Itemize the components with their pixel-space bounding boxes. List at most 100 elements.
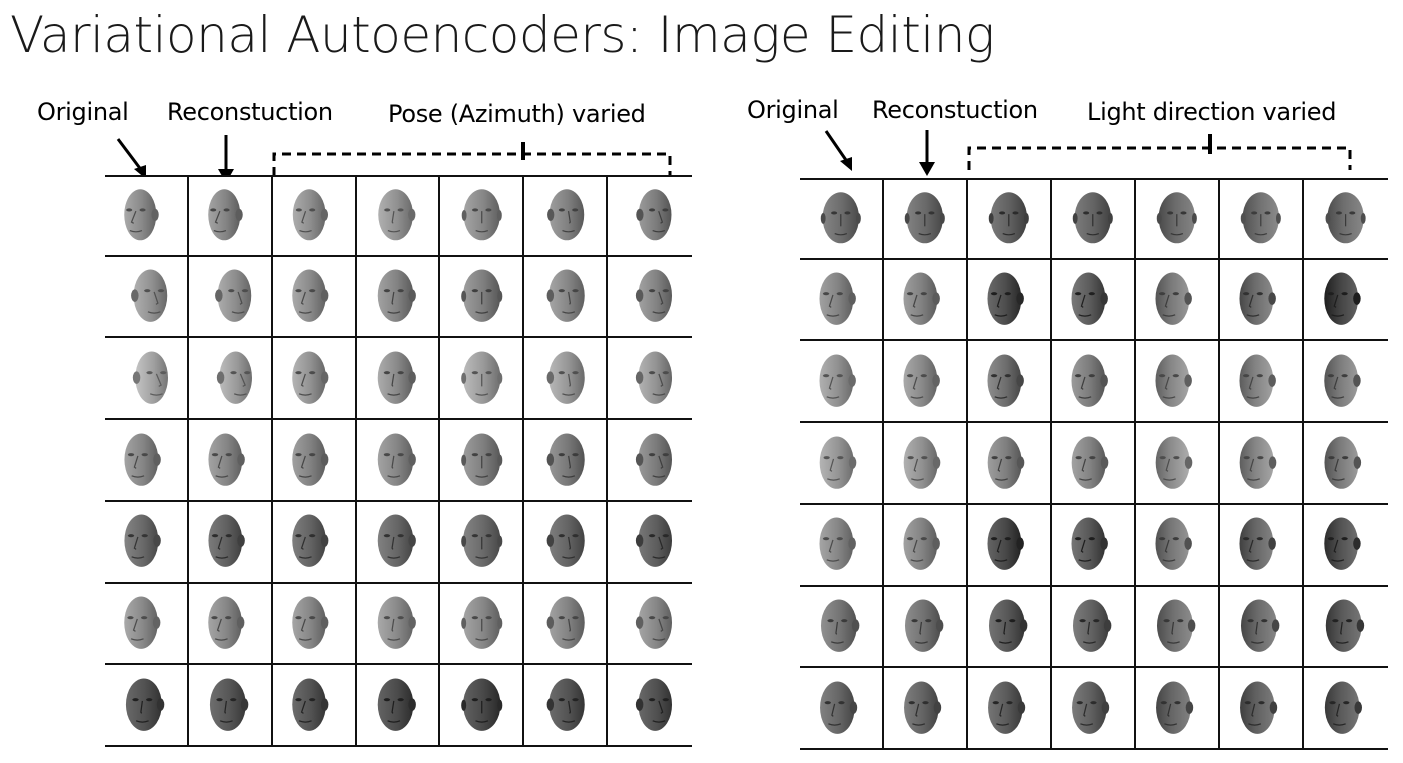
- pose-face-image-r1-c4: [377, 189, 416, 241]
- light-face-r5-c3: [968, 504, 1052, 587]
- left-label-original: Original: [37, 98, 129, 126]
- light-face-r2-c7: [1304, 259, 1388, 342]
- pose-face-r3-c6: [524, 338, 609, 421]
- pose-face-r3-c2: [188, 338, 273, 421]
- slide-title: Variational Autoencoders: Image Editing: [10, 6, 995, 64]
- light-face-image-r5-c4: [1071, 517, 1109, 571]
- pose-face-image-r7-c4: [377, 678, 416, 731]
- light-face-r6-c5: [1136, 586, 1220, 669]
- pose-face-image-r6-c3: [292, 596, 329, 649]
- light-face-r3-c3: [968, 341, 1052, 424]
- pose-face-image-r7-c3: [292, 678, 329, 731]
- pose-face-r7-c3: [272, 665, 357, 747]
- light-face-image-r4-c4: [1071, 436, 1109, 489]
- pose-face-r2-c2: [188, 256, 273, 339]
- light-face-image-r6-c3: [989, 599, 1028, 652]
- light-face-r6-c3: [968, 586, 1052, 669]
- light-face-image-r4-c7: [1324, 436, 1362, 489]
- pose-face-r2-c1: [105, 256, 189, 339]
- light-face-image-r2-c5: [1155, 272, 1193, 326]
- right-label-original: Original: [747, 96, 839, 124]
- light-face-image-r7-c7: [1325, 681, 1363, 734]
- pose-face-r7-c5: [440, 665, 525, 747]
- light-face-image-r7-c2: [904, 681, 942, 734]
- light-face-r2-c4: [1052, 259, 1136, 342]
- pose-face-image-r2-c3: [292, 269, 329, 323]
- pose-face-image-r4-c5: [460, 433, 502, 486]
- pose-face-r1-c4: [356, 175, 441, 257]
- pose-face-r3-c7: [608, 338, 692, 421]
- pose-face-r4-c3: [272, 420, 357, 502]
- pose-face-r3-c4: [356, 338, 441, 421]
- pose-face-r2-c3: [272, 256, 357, 339]
- pose-face-r7-c2: [188, 665, 273, 747]
- pose-face-image-r6-c2: [208, 596, 245, 649]
- light-face-image-r7-c6: [1240, 681, 1278, 734]
- pose-face-r1-c6: [524, 175, 609, 257]
- light-face-image-r1-c1: [820, 192, 862, 244]
- pose-face-image-r7-c7: [635, 678, 672, 731]
- pose-face-r4-c6: [524, 420, 609, 502]
- light-face-image-r3-c1: [819, 354, 857, 407]
- light-face-r5-c1: [800, 504, 884, 587]
- light-face-image-r1-c3: [988, 192, 1030, 244]
- light-face-image-r6-c6: [1241, 599, 1280, 652]
- light-face-image-r1-c5: [1156, 192, 1198, 244]
- light-face-image-r1-c4: [1072, 192, 1114, 244]
- light-face-r7-c1: [800, 668, 884, 750]
- pose-face-image-r1-c7: [635, 189, 672, 241]
- light-face-image-r4-c3: [987, 436, 1025, 489]
- light-face-r4-c5: [1136, 423, 1220, 505]
- light-face-image-r2-c3: [987, 272, 1025, 326]
- pose-face-image-r2-c5: [460, 269, 502, 323]
- pose-face-image-r1-c2: [208, 189, 243, 241]
- light-face-image-r3-c6: [1239, 354, 1277, 407]
- light-face-r1-c5: [1136, 178, 1220, 260]
- light-face-image-r3-c3: [987, 354, 1025, 407]
- left-bracket: [272, 142, 672, 176]
- right-bracket: [967, 134, 1352, 170]
- light-face-r1-c2: [884, 178, 968, 260]
- pose-face-r5-c3: [272, 501, 357, 584]
- pose-face-image-r5-c5: [460, 514, 502, 568]
- light-face-r3-c5: [1136, 341, 1220, 424]
- pose-face-r5-c7: [608, 501, 692, 584]
- light-face-r6-c1: [800, 586, 884, 669]
- light-face-r2-c3: [968, 259, 1052, 342]
- pose-face-r4-c5: [440, 420, 525, 502]
- light-face-r4-c7: [1304, 423, 1388, 505]
- light-face-r4-c2: [884, 423, 968, 505]
- pose-face-image-r4-c6: [547, 433, 586, 486]
- pose-face-image-r4-c7: [635, 433, 672, 486]
- light-face-image-r7-c1: [820, 681, 858, 734]
- light-face-image-r5-c1: [819, 517, 857, 571]
- pose-face-r2-c4: [356, 256, 441, 339]
- pose-face-image-r2-c1: [131, 269, 168, 323]
- light-face-r4-c6: [1220, 423, 1304, 505]
- light-face-image-r6-c5: [1157, 599, 1196, 652]
- light-face-r3-c6: [1220, 341, 1304, 424]
- left-label-varied: Pose (Azimuth) varied: [388, 100, 646, 128]
- pose-face-r1-c2: [188, 175, 273, 257]
- pose-face-r7-c4: [356, 665, 441, 747]
- light-face-image-r2-c2: [903, 272, 941, 326]
- light-face-r7-c5: [1136, 668, 1220, 750]
- light-face-image-r5-c3: [987, 517, 1025, 571]
- pose-face-image-r1-c6: [547, 189, 585, 241]
- light-face-image-r3-c4: [1071, 354, 1109, 407]
- light-face-image-r4-c6: [1239, 436, 1277, 489]
- pose-face-r2-c7: [608, 256, 692, 339]
- left-label-reconstruction: Reconstuction: [167, 98, 333, 126]
- light-face-image-r5-c6: [1239, 517, 1277, 571]
- light-face-r1-c3: [968, 178, 1052, 260]
- right-arrow-reconstruction-icon: [919, 130, 935, 176]
- light-face-image-r2-c7: [1324, 272, 1362, 326]
- pose-face-r5-c6: [524, 501, 609, 584]
- light-face-r5-c2: [884, 504, 968, 587]
- light-face-image-r7-c3: [988, 681, 1026, 734]
- pose-face-r6-c3: [272, 583, 357, 666]
- light-face-r6-c7: [1304, 586, 1388, 669]
- light-face-image-r5-c7: [1324, 517, 1362, 571]
- light-face-image-r2-c1: [819, 272, 857, 326]
- pose-face-image-r4-c4: [377, 433, 416, 486]
